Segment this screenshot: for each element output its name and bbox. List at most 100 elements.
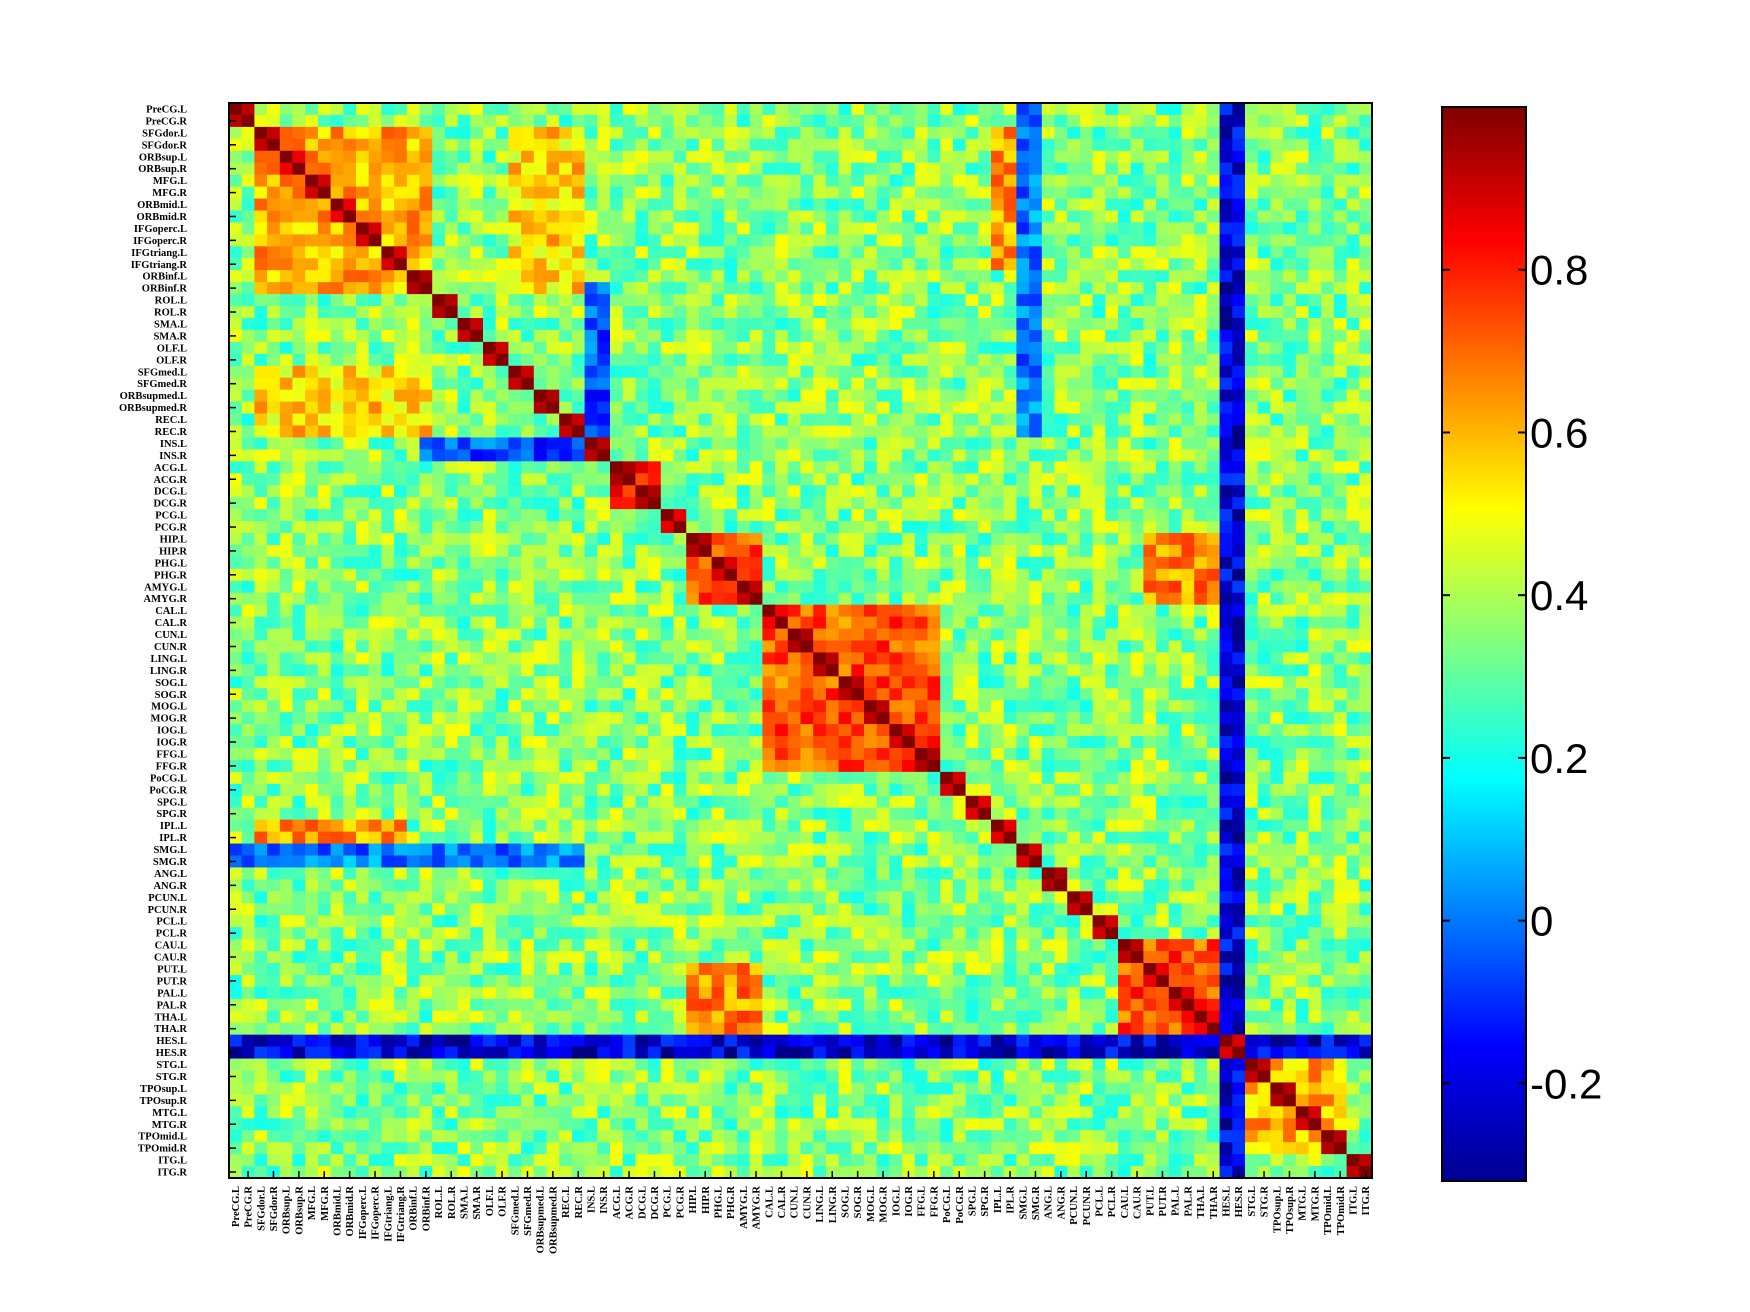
heatmap-cell <box>254 652 268 665</box>
heatmap-cell <box>305 700 319 713</box>
heatmap-cell <box>851 437 865 450</box>
heatmap-cell <box>495 485 509 498</box>
heatmap-cell <box>571 497 586 510</box>
heatmap-cell <box>241 425 255 439</box>
heatmap-cell <box>279 246 294 259</box>
heatmap-cell <box>876 533 890 546</box>
heatmap-cell <box>1168 341 1183 355</box>
heatmap-cell <box>343 306 357 319</box>
heatmap-cell <box>698 222 713 235</box>
heatmap-cell <box>610 377 624 391</box>
heatmap-cell <box>483 114 497 128</box>
heatmap-cell <box>483 676 497 689</box>
heatmap-cell <box>622 150 636 164</box>
heatmap-cell <box>470 497 484 510</box>
heatmap-cell <box>521 246 535 259</box>
heatmap-cell <box>686 592 700 606</box>
heatmap-cell <box>660 353 675 367</box>
heatmap-cell <box>1308 162 1322 176</box>
heatmap-cell <box>940 556 954 570</box>
heatmap-cell <box>838 736 852 749</box>
heatmap-cell <box>749 318 763 331</box>
heatmap-cell <box>406 664 421 677</box>
heatmap-cell <box>470 425 484 439</box>
heatmap-cell <box>1156 353 1170 367</box>
heatmap-cell <box>813 258 827 271</box>
heatmap-cell <box>584 461 598 474</box>
heatmap-cell <box>1118 688 1132 701</box>
heatmap-cell <box>1194 616 1208 630</box>
heatmap-cell <box>559 114 573 128</box>
heatmap-cell <box>597 222 611 235</box>
heatmap-cell <box>965 341 979 355</box>
heatmap-cell <box>1295 210 1310 224</box>
heatmap-cell <box>1181 497 1195 510</box>
heatmap-cell <box>1333 389 1348 403</box>
heatmap-cell <box>444 258 459 271</box>
heatmap-cell <box>978 544 992 558</box>
heatmap-cell <box>368 270 382 283</box>
heatmap-cell <box>419 306 433 319</box>
heatmap-cell <box>1283 652 1297 665</box>
heatmap-cell <box>1156 473 1170 486</box>
heatmap-cell <box>1333 640 1348 654</box>
heatmap-cell <box>571 700 586 713</box>
heatmap-cell <box>686 103 700 116</box>
heatmap-cell <box>254 270 268 283</box>
heatmap-cell <box>1105 724 1119 737</box>
heatmap-cell <box>673 270 687 283</box>
heatmap-cell <box>1270 521 1284 534</box>
heatmap-cell <box>1143 521 1157 534</box>
heatmap-cell <box>267 138 281 152</box>
heatmap-cell <box>1308 544 1322 558</box>
heatmap-cell <box>1041 736 1056 749</box>
heatmap-cell <box>406 556 421 570</box>
heatmap-cell <box>1003 114 1017 128</box>
heatmap-cell <box>749 592 763 606</box>
heatmap-cell <box>660 628 675 642</box>
heatmap-cell <box>965 568 979 582</box>
heatmap-cell <box>622 174 636 188</box>
heatmap-cell <box>851 712 865 725</box>
heatmap-cell <box>1359 736 1373 749</box>
heatmap-cell <box>1206 306 1221 319</box>
heatmap-cell <box>686 389 700 403</box>
heatmap-cell <box>838 592 852 606</box>
heatmap-cell <box>978 521 992 534</box>
heatmap-cell <box>394 759 408 773</box>
heatmap-cell <box>864 306 878 319</box>
heatmap-cell <box>965 174 979 188</box>
heatmap-cell <box>838 270 852 283</box>
heatmap-cell <box>1054 616 1068 630</box>
heatmap-cell <box>914 103 929 116</box>
heatmap-cell <box>775 628 789 642</box>
heatmap-cell <box>419 700 433 713</box>
heatmap-cell <box>571 413 586 427</box>
heatmap-cell <box>1257 413 1271 427</box>
heatmap-cell <box>267 461 281 474</box>
heatmap-cell <box>1232 640 1246 654</box>
heatmap-cell <box>952 724 967 737</box>
heatmap-cell <box>1206 413 1221 427</box>
heatmap-cell <box>533 150 548 164</box>
heatmap-cell <box>1308 521 1322 534</box>
heatmap-cell <box>1016 353 1030 367</box>
heatmap-cell <box>521 568 535 582</box>
heatmap-cell <box>698 544 713 558</box>
heatmap-cell <box>660 604 675 618</box>
heatmap-cell <box>444 425 459 439</box>
heatmap-cell <box>902 533 916 546</box>
heatmap-cell <box>1092 186 1106 200</box>
heatmap-cell <box>508 198 522 212</box>
heatmap-cell <box>444 485 459 498</box>
heatmap-cell <box>559 497 573 510</box>
heatmap-cell <box>1283 556 1297 570</box>
heatmap-cell <box>1016 294 1030 307</box>
heatmap-cell <box>317 365 332 379</box>
heatmap-cell <box>305 580 319 594</box>
heatmap-cell <box>902 616 916 630</box>
heatmap-cell <box>1105 652 1119 665</box>
heatmap-cell <box>1143 389 1157 403</box>
heatmap-cell <box>1270 712 1284 725</box>
heatmap-cell <box>292 389 306 403</box>
